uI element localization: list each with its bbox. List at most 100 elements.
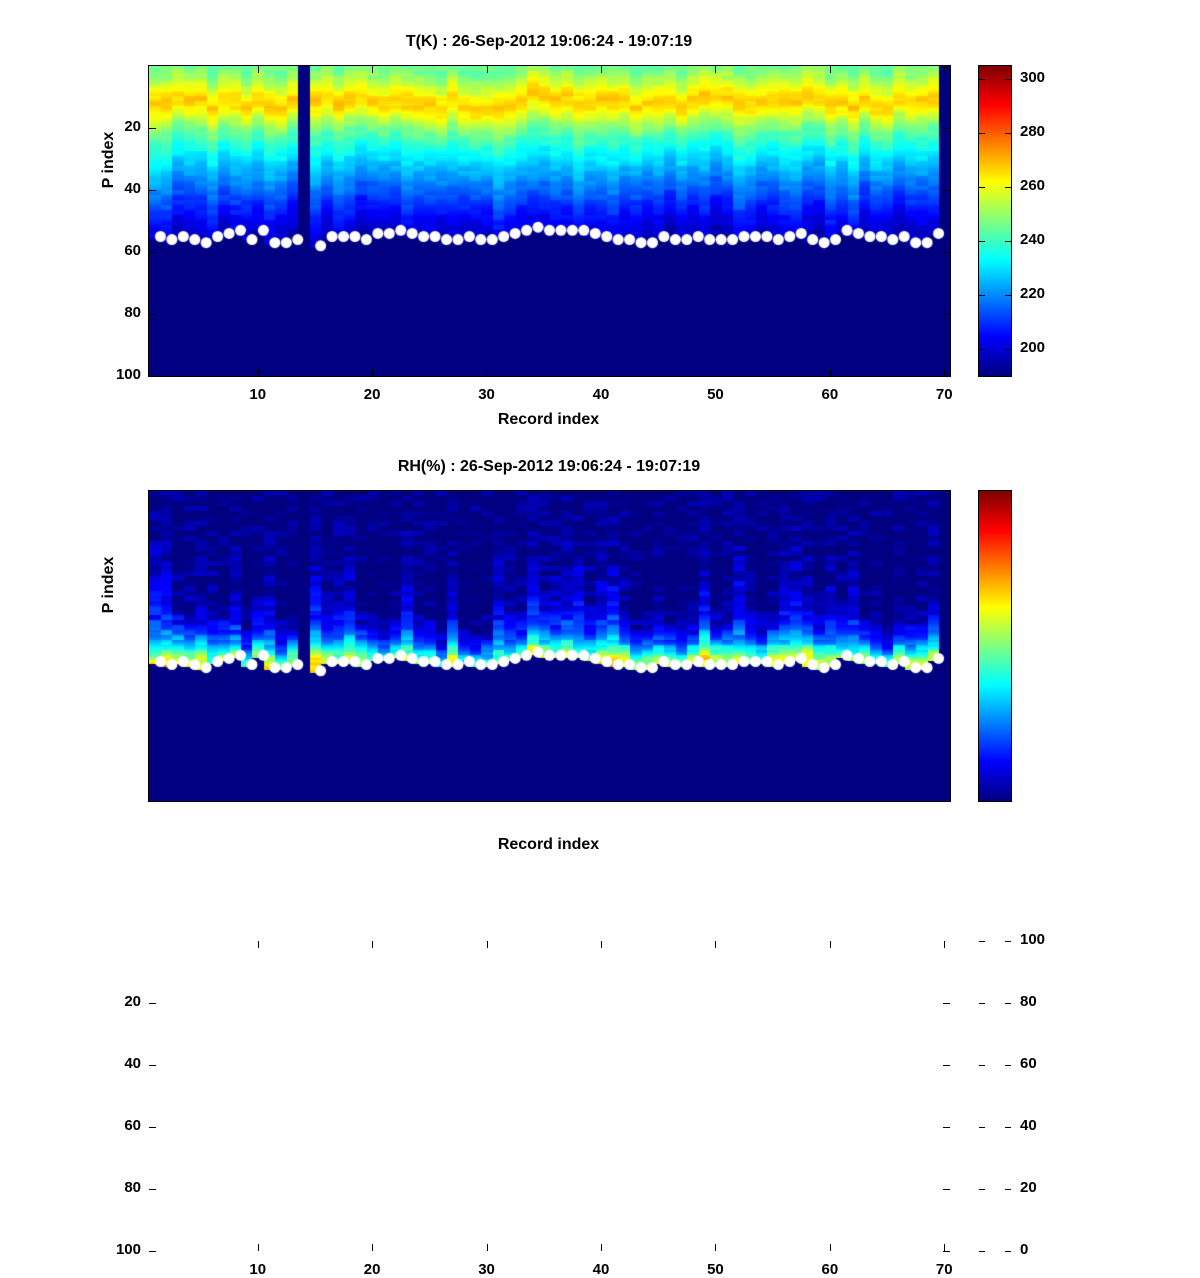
colorbar-tick-mark <box>979 79 985 80</box>
colorbar-tick-mark <box>1005 1127 1011 1128</box>
colorbar-tick-label: 100 <box>1020 931 1046 948</box>
y-tick-label: 40 <box>124 180 141 197</box>
x-tick-label: 40 <box>592 1261 610 1278</box>
heatmap-temperature <box>149 66 950 376</box>
plot-title-relative-humidity: RH(%) : 26-Sep-2012 19:06:24 - 19:07:19 <box>397 458 701 475</box>
y-tick-label: 60 <box>124 242 141 259</box>
x-tick-mark <box>258 941 259 948</box>
x-tick-label: 40 <box>592 386 610 403</box>
x-tick-mark <box>487 941 488 948</box>
colorbar-relative-humidity <box>978 490 1012 802</box>
x-tick-mark <box>372 369 373 376</box>
x-tick-mark <box>944 1244 945 1251</box>
x-tick-mark <box>601 369 602 376</box>
colorbar-tick-mark <box>1005 349 1011 350</box>
colorbar-tick-label: 260 <box>1020 177 1046 195</box>
x-tick-label: 50 <box>707 386 724 403</box>
y-tick-mark <box>943 1003 950 1004</box>
x-tick-label: 60 <box>821 386 839 403</box>
colorbar-tick-mark <box>1005 941 1011 942</box>
colorbar-tick-mark <box>979 1127 985 1128</box>
colorbar-gradient-temperature <box>979 66 1011 376</box>
y-tick-mark <box>149 1127 156 1128</box>
x-tick-mark <box>258 66 259 73</box>
colorbar-tick-label: 40 <box>1020 1117 1037 1134</box>
y-tick-label: 60 <box>124 1117 141 1134</box>
plot-title-temperature: T(K) : 26-Sep-2012 19:06:24 - 19:07:19 <box>405 33 693 50</box>
x-tick-mark <box>372 1244 373 1251</box>
y-tick-mark <box>149 128 156 129</box>
x-tick-mark <box>601 941 602 948</box>
x-tick-mark <box>715 941 716 948</box>
panel-relative-humidity: RH(%) : 26-Sep-2012 19:06:24 - 19:07:19 … <box>0 450 1200 1278</box>
x-tick-mark <box>258 369 259 376</box>
heatmap-relative-humidity <box>149 491 950 801</box>
x-axis-label-relative-humidity: Record index <box>497 836 600 853</box>
x-tick-mark <box>715 369 716 376</box>
x-tick-mark <box>944 66 945 73</box>
figure-canvas: T(K) : 26-Sep-2012 19:06:24 - 19:07:19 2… <box>0 33 1200 1278</box>
y-tick-mark <box>943 190 950 191</box>
x-tick-mark <box>601 1244 602 1251</box>
y-tick-label: 100 <box>115 366 141 383</box>
colorbar-tick-mark <box>1005 1065 1011 1066</box>
x-tick-mark <box>830 369 831 376</box>
colorbar-tick-label: 60 <box>1020 1055 1037 1072</box>
colorbar-tick-label: 0 <box>1020 1241 1029 1258</box>
x-tick-mark <box>944 941 945 948</box>
x-tick-label: 70 <box>935 1261 953 1278</box>
x-tick-mark <box>601 66 602 73</box>
x-tick-label: 60 <box>821 1261 839 1278</box>
x-tick-label: 70 <box>935 386 953 403</box>
y-tick-mark <box>943 128 950 129</box>
axes-relative-humidity <box>148 490 951 802</box>
y-tick-mark <box>149 314 156 315</box>
y-tick-mark <box>149 1065 156 1066</box>
y-tick-mark <box>149 376 156 377</box>
colorbar-tick-mark <box>1005 187 1011 188</box>
y-tick-mark <box>149 190 156 191</box>
colorbar-tick-mark <box>1005 133 1011 134</box>
colorbar-tick-mark <box>1005 1251 1011 1252</box>
y-tick-mark <box>943 252 950 253</box>
colorbar-tick-mark <box>979 941 985 942</box>
colorbar-tick-mark <box>979 241 985 242</box>
x-tick-mark <box>372 66 373 73</box>
colorbar-tick-mark <box>979 1189 985 1190</box>
y-tick-label: 40 <box>124 1055 141 1072</box>
y-axis-label-temperature: P index <box>100 131 117 189</box>
colorbar-tick-mark <box>979 1003 985 1004</box>
colorbar-tick-label: 80 <box>1020 993 1037 1010</box>
x-tick-label: 30 <box>478 1261 495 1278</box>
x-tick-label: 20 <box>363 1261 381 1278</box>
colorbar-tick-mark <box>1005 1003 1011 1004</box>
y-tick-label: 80 <box>124 304 141 321</box>
colorbar-tick-mark <box>979 295 985 296</box>
x-tick-mark <box>830 66 831 73</box>
y-tick-label: 100 <box>115 1241 141 1258</box>
colorbar-tick-mark <box>979 349 985 350</box>
colorbar-tick-mark <box>1005 295 1011 296</box>
colorbar-tick-mark <box>979 133 985 134</box>
x-tick-mark <box>715 66 716 73</box>
x-tick-mark <box>372 941 373 948</box>
y-tick-mark <box>943 1127 950 1128</box>
y-tick-mark <box>943 1065 950 1066</box>
y-tick-mark <box>943 1251 950 1252</box>
colorbar-tick-mark <box>1005 1189 1011 1190</box>
colorbar-tick-label: 220 <box>1020 285 1046 303</box>
axes-temperature <box>148 65 951 377</box>
y-tick-mark <box>149 1251 156 1252</box>
y-tick-mark <box>943 1189 950 1190</box>
y-tick-label: 80 <box>124 1179 141 1196</box>
colorbar-tick-mark <box>979 1251 985 1252</box>
y-tick-mark <box>943 314 950 315</box>
x-tick-mark <box>944 369 945 376</box>
x-tick-mark <box>830 941 831 948</box>
x-axis-label-temperature: Record index <box>497 411 600 428</box>
colorbar-tick-mark <box>1005 79 1011 80</box>
x-tick-mark <box>487 66 488 73</box>
x-tick-mark <box>715 1244 716 1251</box>
colorbar-tick-mark <box>979 187 985 188</box>
y-axis-label-relative-humidity: P index <box>100 556 117 614</box>
